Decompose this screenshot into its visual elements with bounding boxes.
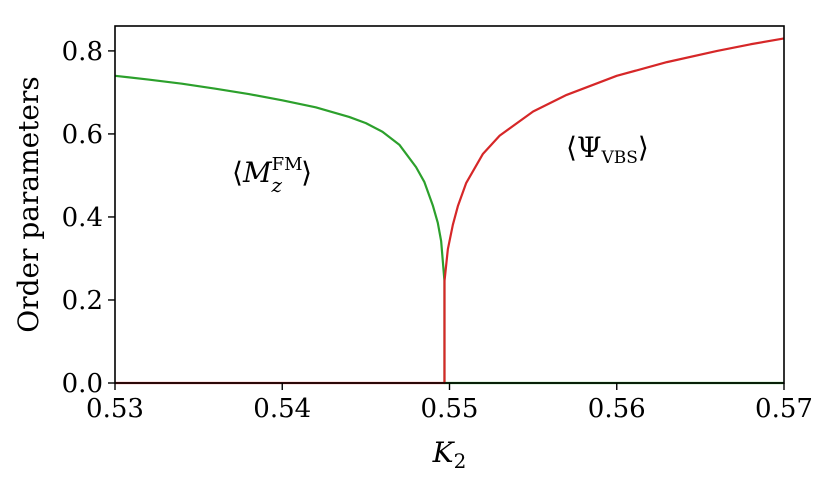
annotation-vbs-symbol: Ψ: [577, 131, 602, 164]
annotation-vbs-sub: VBS: [601, 148, 638, 168]
x-tick-label: 0.54: [253, 394, 311, 424]
x-tick-label: 0.55: [421, 394, 479, 424]
annotation-fm-symbol: M: [242, 156, 273, 189]
y-tick-label: 0.0: [62, 369, 103, 399]
annotation-fm-open: ⟨: [232, 156, 243, 189]
x-tick-label: 0.53: [86, 394, 144, 424]
x-tick-label: 0.56: [588, 394, 646, 424]
annotation-vbs-close: ⟩: [638, 131, 649, 164]
annotation-fm-close: ⟩: [301, 156, 312, 189]
annotation-fm-sup: FM: [272, 154, 303, 175]
y-tick-label: 0.2: [62, 286, 103, 316]
series-annotation-vbs: ⟨ΨVBS⟩: [566, 131, 649, 168]
y-axis-label: Order parameters: [12, 76, 45, 333]
annotation-fm-sub: z: [271, 173, 283, 197]
annotation-vbs-open: ⟨: [566, 131, 577, 164]
tick-layer: 0.53 0.54 0.55 0.56 0.57 0.0 0.2 0.4 0.6 0.8: [62, 37, 813, 424]
y-tick-label: 0.6: [62, 120, 103, 150]
x-tick-label: 0.57: [755, 394, 813, 424]
x-axis-label: K2: [432, 436, 467, 473]
x-axis-label-main: K: [432, 436, 456, 469]
y-tick-label: 0.8: [62, 37, 103, 67]
series-annotation-fm: ⟨MFM z ⟩: [232, 154, 312, 197]
series-layer: [114, 37, 785, 385]
y-tick-label: 0.4: [62, 203, 103, 233]
x-axis-label-sub: 2: [454, 449, 467, 473]
series-line-vbs: [115, 37, 785, 385]
plot-frame: [114, 25, 785, 384]
